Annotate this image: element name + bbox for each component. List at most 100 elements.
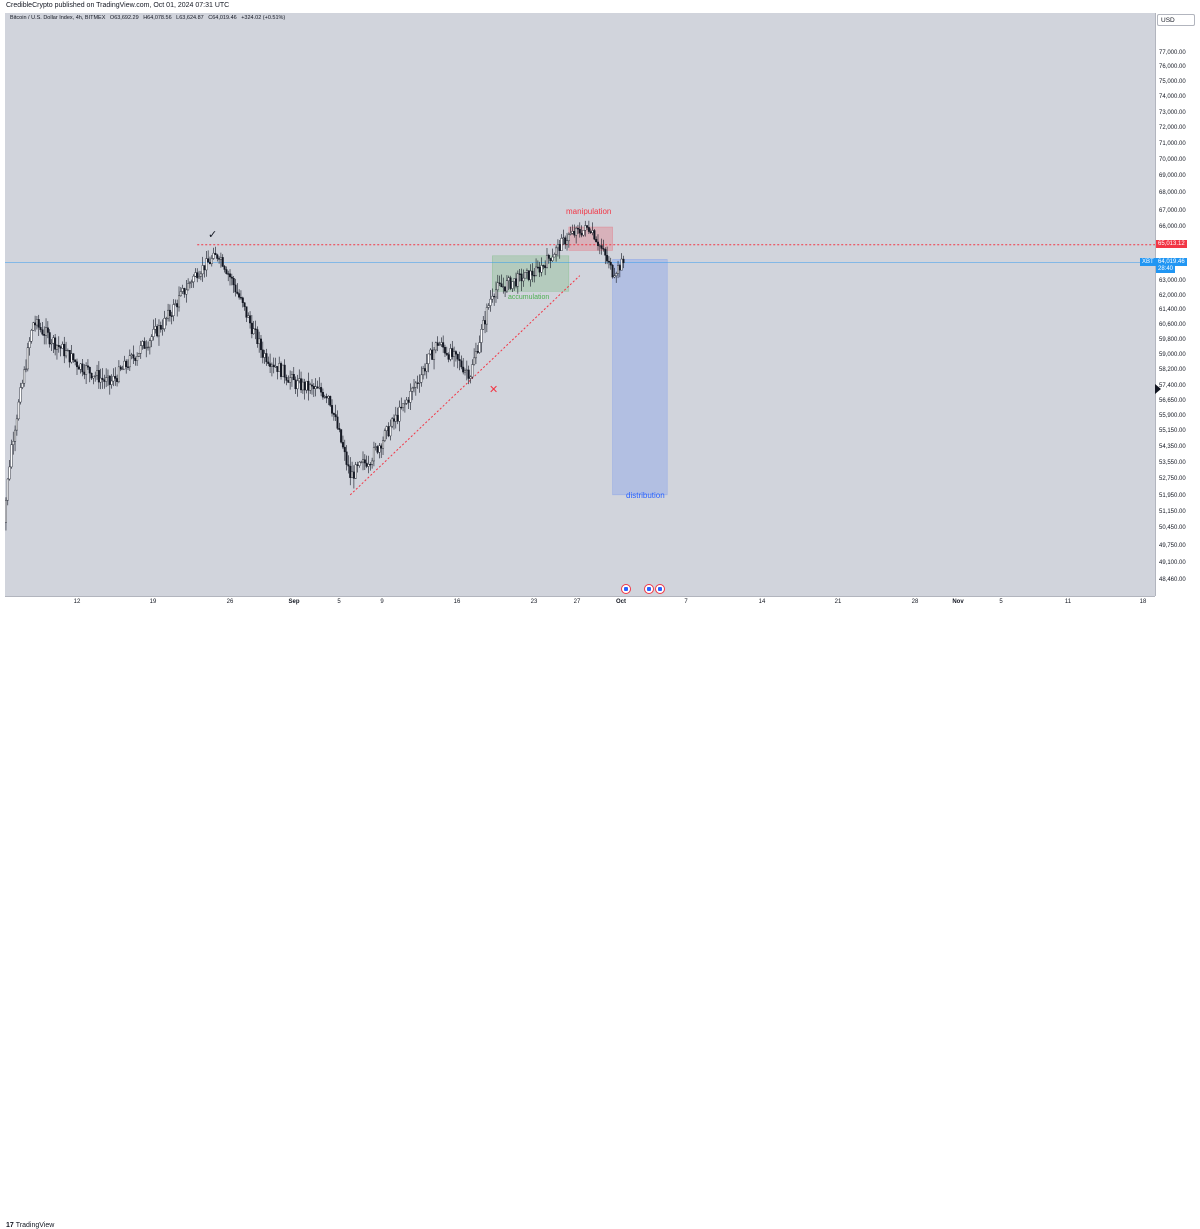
candle-body bbox=[345, 451, 348, 465]
price-axis-label: 49,750.00 bbox=[1159, 543, 1186, 549]
candle-body bbox=[409, 391, 412, 403]
candle-body bbox=[46, 327, 49, 333]
price-axis[interactable] bbox=[1155, 13, 1200, 596]
candle-body bbox=[270, 364, 273, 367]
price-axis-label: 72,000.00 bbox=[1159, 125, 1186, 131]
candle-body bbox=[504, 286, 507, 292]
candle-body bbox=[347, 464, 350, 467]
legend-symbol: Bitcoin / U.S. Dollar Index, 4h, BITMEX bbox=[10, 15, 106, 21]
candle-body bbox=[252, 328, 255, 335]
candle-body bbox=[571, 231, 574, 234]
price-axis-label: 63,000.00 bbox=[1159, 278, 1186, 284]
candle-body bbox=[238, 293, 241, 298]
candle-body bbox=[431, 349, 434, 360]
legend-low: 63,624.87 bbox=[179, 15, 204, 21]
price-axis-label: 69,000.00 bbox=[1159, 173, 1186, 179]
price-axis-label: 53,550.00 bbox=[1159, 460, 1186, 466]
candle-body bbox=[371, 460, 374, 465]
time-axis-label: 14 bbox=[758, 599, 766, 605]
price-axis-label: 59,000.00 bbox=[1159, 352, 1186, 358]
candle-body bbox=[606, 255, 609, 262]
candle-body bbox=[12, 441, 15, 445]
us-event-flag-icon[interactable] bbox=[621, 584, 631, 594]
candle-body bbox=[553, 254, 556, 258]
candle-body bbox=[278, 363, 281, 372]
candle-body bbox=[615, 273, 618, 276]
candle-body bbox=[505, 280, 508, 292]
price-axis-label: 51,150.00 bbox=[1159, 509, 1186, 515]
candle-body bbox=[259, 338, 262, 351]
us-event-flag-icon[interactable] bbox=[655, 584, 665, 594]
candle-body bbox=[569, 233, 572, 235]
candle-body bbox=[513, 278, 516, 282]
candle-body bbox=[143, 341, 146, 349]
candle-body bbox=[39, 327, 42, 330]
candle-body bbox=[163, 317, 166, 330]
candle-body bbox=[117, 366, 120, 382]
chart-pane[interactable] bbox=[5, 13, 1155, 596]
candle-body bbox=[57, 345, 60, 347]
legend-high-key: H bbox=[143, 15, 148, 21]
candle-body bbox=[208, 261, 211, 264]
candle-body bbox=[125, 360, 128, 368]
candle-body bbox=[527, 270, 530, 280]
candle-body bbox=[10, 444, 13, 468]
candle-body bbox=[320, 387, 323, 393]
candle-body bbox=[32, 322, 35, 331]
candle-body bbox=[65, 350, 68, 357]
candle-body bbox=[535, 266, 538, 276]
candle-body bbox=[59, 346, 62, 349]
price-axis-label: 57,400.00 bbox=[1159, 383, 1186, 389]
time-axis-label: 28 bbox=[911, 599, 919, 605]
candle-body bbox=[276, 366, 279, 372]
candle-body bbox=[598, 245, 601, 247]
candle-body bbox=[74, 359, 77, 362]
candle-body bbox=[380, 445, 383, 449]
candle-body bbox=[77, 366, 80, 370]
currency-selector[interactable]: USD bbox=[1157, 14, 1195, 26]
legend-open: 63,692.29 bbox=[114, 15, 139, 21]
candle-body bbox=[55, 345, 58, 350]
candle-body bbox=[469, 376, 472, 379]
chart-canvas[interactable] bbox=[5, 13, 1155, 596]
candle-body bbox=[307, 380, 310, 391]
candle-body bbox=[41, 329, 44, 335]
candle-body bbox=[201, 265, 204, 275]
candle-body bbox=[520, 273, 523, 282]
scroll-marker-icon[interactable] bbox=[1155, 381, 1161, 394]
candle-body bbox=[45, 327, 48, 336]
candle-body bbox=[491, 295, 494, 300]
candle-body bbox=[402, 403, 405, 408]
candle-body bbox=[85, 365, 88, 375]
candle-body bbox=[232, 278, 235, 286]
candle-body bbox=[221, 257, 224, 267]
candle-body bbox=[367, 463, 370, 467]
candle-body bbox=[587, 227, 590, 232]
candle-body bbox=[331, 405, 334, 414]
candle-body bbox=[383, 430, 386, 441]
price-axis-label: 71,000.00 bbox=[1159, 141, 1186, 147]
candle-body bbox=[385, 426, 388, 431]
candle-body bbox=[294, 379, 297, 390]
candle-body bbox=[19, 387, 22, 403]
candle-body bbox=[312, 385, 315, 389]
candle-body bbox=[267, 361, 270, 364]
time-axis[interactable] bbox=[5, 596, 1155, 610]
legend-open-key: O bbox=[109, 15, 115, 21]
distribution-label: distribution bbox=[626, 491, 665, 500]
candle-body bbox=[462, 366, 465, 373]
us-event-flag-icon[interactable] bbox=[644, 584, 654, 594]
candle-body bbox=[471, 364, 474, 378]
legend-high: 64,078.56 bbox=[147, 15, 172, 21]
tradingview-logo[interactable]: 17 TradingView bbox=[6, 1222, 54, 1229]
candle-body bbox=[323, 396, 326, 398]
candle-body bbox=[453, 351, 456, 357]
candle-body bbox=[484, 320, 487, 325]
candle-body bbox=[336, 416, 339, 429]
candle-body bbox=[236, 291, 239, 294]
candle-body bbox=[247, 315, 250, 318]
candle-body bbox=[48, 332, 51, 345]
candle-body bbox=[580, 232, 583, 236]
candle-body bbox=[382, 440, 385, 449]
candle-body bbox=[218, 258, 221, 260]
